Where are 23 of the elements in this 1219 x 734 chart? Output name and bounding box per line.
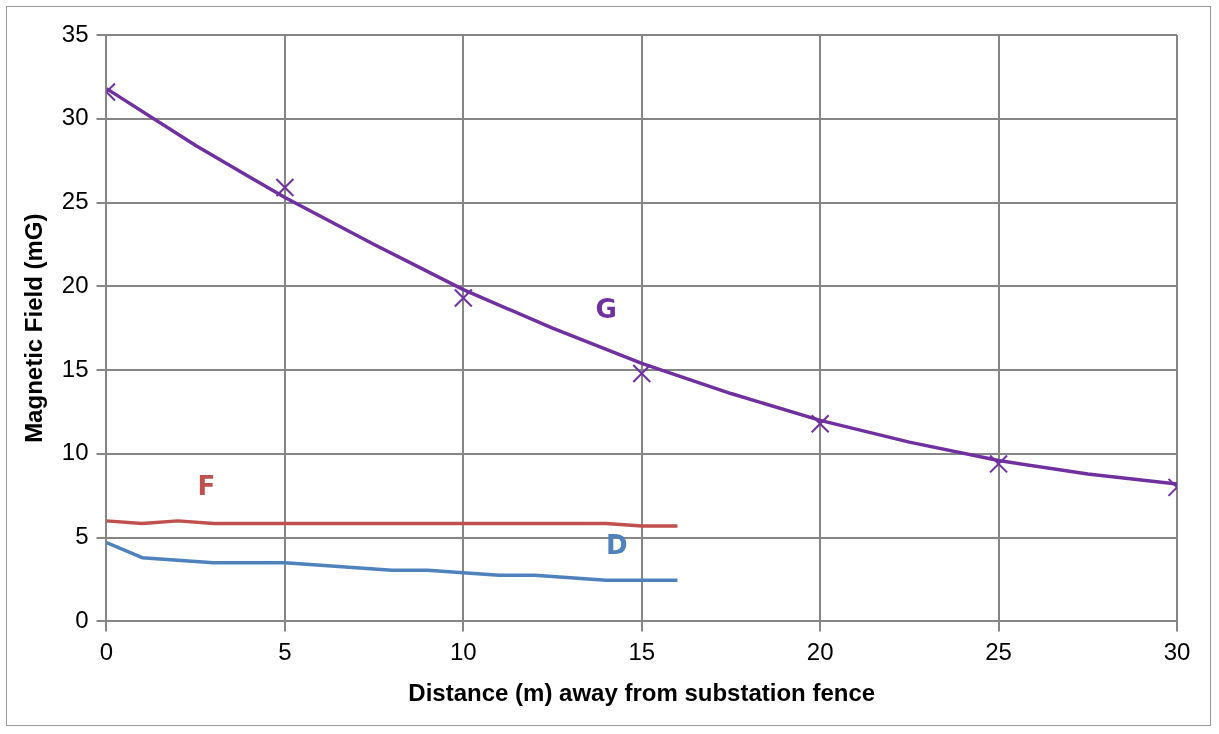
series-label: F bbox=[197, 470, 216, 501]
point bbox=[632, 363, 652, 383]
x-tick-label: 5 bbox=[278, 638, 292, 666]
y-axis-title: Magnetic Field (mG) bbox=[20, 213, 48, 443]
x-tick-label: 30 bbox=[1163, 638, 1191, 666]
x-tick-label: 0 bbox=[99, 638, 114, 666]
y-tick-label: 35 bbox=[61, 19, 89, 47]
x-tick-label: 20 bbox=[806, 638, 834, 666]
y-tick-label: 15 bbox=[61, 354, 89, 382]
point bbox=[453, 288, 473, 308]
y-tick-label: 20 bbox=[61, 270, 89, 298]
y-tick-label: 25 bbox=[61, 187, 89, 215]
x-axis-title: Distance (m) away from substation fence bbox=[408, 679, 876, 707]
y-tick-label: 0 bbox=[75, 606, 89, 634]
series-label: D bbox=[605, 530, 628, 561]
y-tick-label: 10 bbox=[61, 438, 89, 466]
point bbox=[810, 414, 830, 434]
x-tick-label: 10 bbox=[449, 638, 477, 666]
y-tick-label: 30 bbox=[61, 103, 89, 131]
y-tick-label: 5 bbox=[75, 522, 89, 550]
x-tick-label: 25 bbox=[985, 638, 1012, 666]
series-label: G bbox=[595, 294, 617, 325]
x-tick-label: 15 bbox=[628, 638, 656, 666]
